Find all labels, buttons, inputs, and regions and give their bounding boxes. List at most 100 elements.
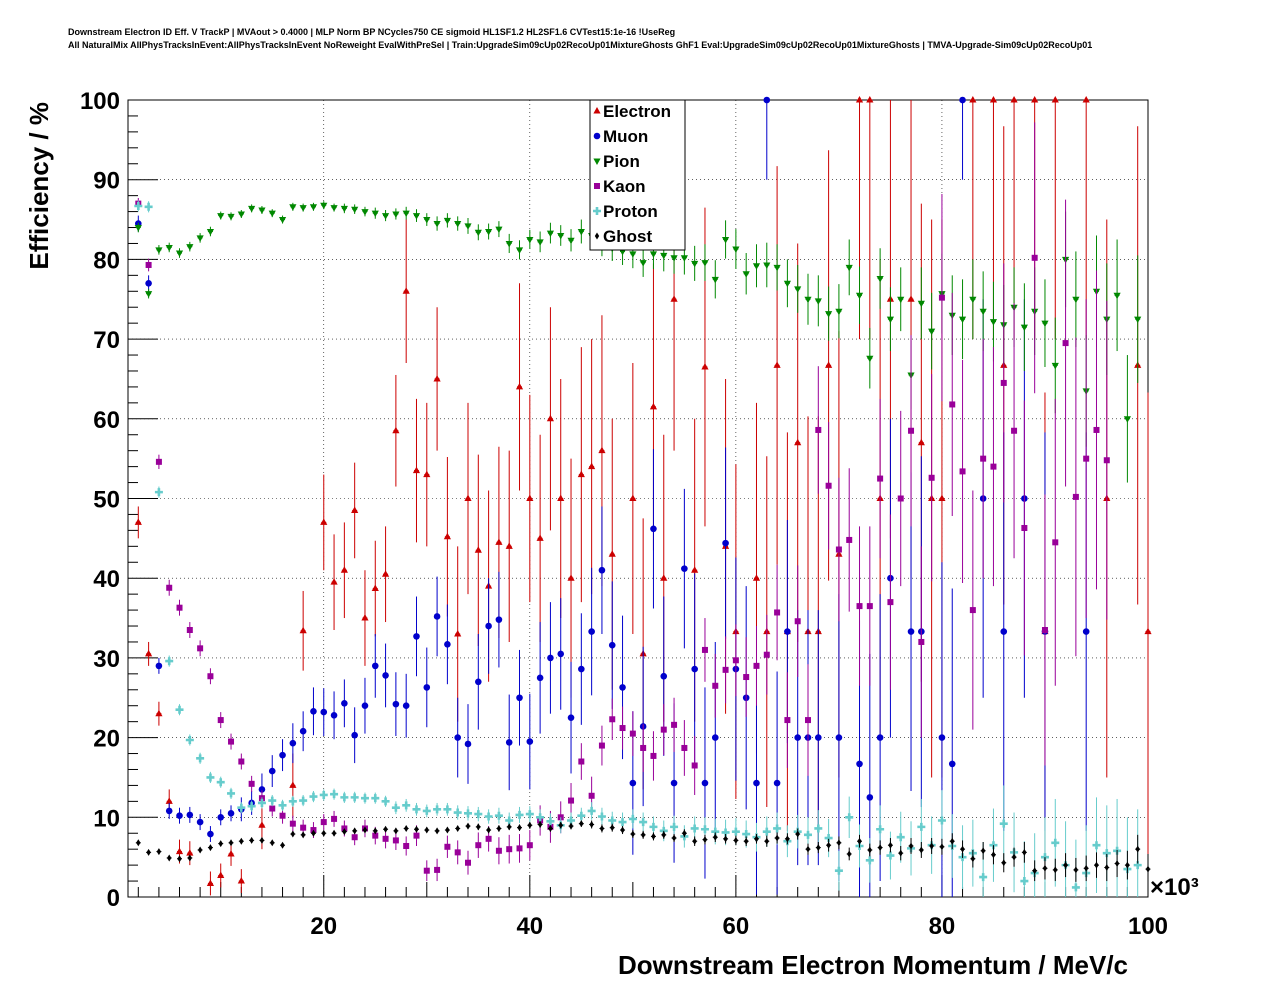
proton-point <box>206 773 215 782</box>
kaon-point <box>1093 426 1100 433</box>
proton-point <box>330 790 339 799</box>
kaon-point <box>516 845 523 852</box>
ghost-point <box>1011 853 1017 861</box>
electron-point <box>299 626 307 634</box>
ghost-point <box>795 830 800 838</box>
electron-point <box>392 426 400 434</box>
electron-point <box>454 629 462 637</box>
pion-point <box>320 202 328 210</box>
electron-point <box>237 877 245 884</box>
ghost-point <box>280 841 285 849</box>
kaon-point <box>217 717 224 724</box>
muon-point <box>516 694 523 702</box>
electron-point <box>402 287 410 294</box>
muon-point <box>475 678 482 686</box>
kaon-point <box>176 604 183 611</box>
axis-ticks <box>128 99 1149 898</box>
electron-point <box>670 295 678 302</box>
proton-point <box>690 824 699 833</box>
electron-point <box>227 849 235 857</box>
proton-point <box>824 834 833 843</box>
proton-point <box>814 824 823 833</box>
legend-box <box>589 99 686 251</box>
pion-point <box>485 229 493 236</box>
pion-point <box>917 300 925 308</box>
electron-point <box>258 821 266 828</box>
pion-point <box>701 260 709 267</box>
legend-marker-muon <box>593 132 601 140</box>
muon-point <box>485 622 492 630</box>
pion-point <box>783 280 791 288</box>
pion-point <box>402 210 410 218</box>
pion-point <box>721 236 730 244</box>
muon-point <box>382 672 389 679</box>
kaon-point <box>228 738 235 745</box>
kaon-point <box>763 651 770 658</box>
muon-point <box>856 760 863 768</box>
legend-label-proton: Proton <box>603 202 658 221</box>
ghost-point <box>311 829 316 837</box>
kaon-point <box>434 866 441 873</box>
y-tick-label: 30 <box>93 646 120 673</box>
pion-point <box>423 217 431 224</box>
ghost-point <box>620 826 625 834</box>
kaon-point <box>835 546 842 553</box>
proton-point <box>742 830 751 839</box>
y-tick-label: 40 <box>93 566 120 593</box>
electron-point <box>134 518 142 525</box>
electron-point <box>1082 96 1090 103</box>
ghost-point <box>671 834 677 842</box>
pion-point <box>289 204 297 211</box>
kaon-point <box>454 849 461 856</box>
ghost-point <box>290 830 296 838</box>
pion-point <box>979 308 987 316</box>
proton-point <box>721 828 730 837</box>
proton-point <box>299 796 308 805</box>
proton-point <box>154 488 163 497</box>
muon-point <box>701 779 709 787</box>
kaon-point <box>289 820 296 827</box>
ghost-point <box>259 836 265 844</box>
proton-point <box>639 818 648 827</box>
muon-point <box>557 650 565 658</box>
ghost-point <box>342 828 347 836</box>
muon-point <box>279 751 286 759</box>
electron-point <box>1010 96 1018 103</box>
electron-point <box>907 295 915 302</box>
pion-point <box>732 246 740 254</box>
electron-point <box>536 534 544 541</box>
kaon-point <box>320 819 327 826</box>
pion-point <box>567 237 575 245</box>
proton-point <box>1102 849 1111 858</box>
legend-marker-pion <box>593 158 601 165</box>
electron-point <box>567 574 575 581</box>
ghost-point <box>939 843 945 851</box>
electron-point <box>598 446 606 454</box>
proton-point <box>381 797 390 806</box>
pion-point <box>299 205 307 212</box>
proton-point <box>237 803 246 812</box>
electron-point <box>938 494 946 501</box>
kaon-point <box>629 730 636 737</box>
proton-point <box>412 805 421 814</box>
muon-point <box>598 566 606 574</box>
muon-point <box>155 662 163 670</box>
chart-title-line-2: All NaturalMix AllPhysTracksInEvent:AllP… <box>68 40 1092 50</box>
ghost-point <box>743 837 749 845</box>
y-tick-label: 70 <box>93 327 120 354</box>
ghost-point <box>579 820 584 828</box>
proton-point <box>464 809 473 818</box>
pion-point <box>515 247 524 254</box>
proton-point <box>886 851 895 860</box>
pion-point <box>752 263 761 270</box>
electron-point <box>989 96 998 103</box>
pion-point <box>248 205 256 213</box>
kaon-point <box>568 797 575 804</box>
ghost-point <box>898 849 903 857</box>
pion-point <box>1041 320 1049 328</box>
proton-point <box>433 805 442 814</box>
ghost-point <box>537 820 543 828</box>
kaon-point <box>331 815 338 822</box>
data-series <box>134 96 1152 897</box>
proton-point <box>1092 841 1101 850</box>
